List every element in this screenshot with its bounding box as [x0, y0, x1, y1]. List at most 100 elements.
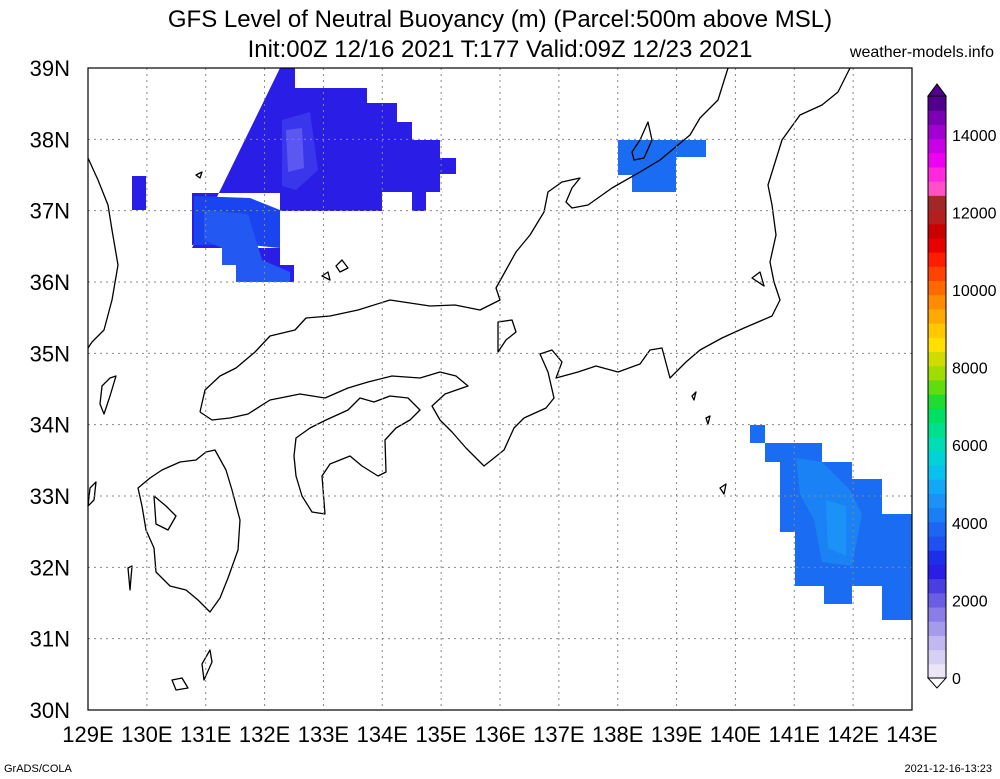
coast-kyushu	[137, 449, 241, 613]
colorbar-swatch	[928, 138, 946, 154]
lat-tick-label: 30N	[30, 698, 70, 723]
lat-tick-label: 34N	[30, 413, 70, 438]
colorbar-swatch	[928, 351, 946, 367]
colorbar-swatch	[928, 308, 946, 324]
lon-tick-label: 136E	[474, 722, 525, 747]
colorbar-tick-label: 4000	[952, 516, 988, 533]
colorbar-labels: 0 2000 4000 6000 8000 10000 12000 14000	[952, 128, 997, 688]
plot-frame	[87, 67, 913, 711]
footer-timestamp: 2021-12-16-13:23	[904, 763, 992, 775]
colorbar-swatch	[928, 266, 946, 282]
colorbar-swatch	[928, 408, 946, 423]
lon-tick-label: 133E	[298, 722, 349, 747]
colorbar-min-arrow	[926, 677, 948, 689]
lon-tick-label: 142E	[827, 722, 878, 747]
colorbar-swatch	[928, 621, 946, 636]
lat-tick-label: 37N	[30, 199, 70, 224]
grid	[88, 68, 912, 710]
lat-tick-label: 38N	[30, 127, 70, 152]
lon-tick-label: 137E	[533, 722, 584, 747]
footer-software: GrADS/COLA	[4, 763, 72, 775]
lon-tick-label: 140E	[710, 722, 761, 747]
coast-korea-east	[87, 157, 119, 349]
colorbar-swatch	[928, 607, 946, 622]
coast-yakushima	[171, 677, 189, 691]
shade-islet	[132, 176, 146, 210]
colorbar-swatch	[928, 663, 946, 679]
lon-tick-label: 141E	[769, 722, 820, 747]
coast-kyushu-bay	[153, 495, 177, 531]
colorbar-swatch	[928, 166, 946, 182]
lon-tick-label: 139E	[651, 722, 702, 747]
lon-tick-label: 143E	[886, 722, 937, 747]
colorbar-swatch	[928, 536, 946, 551]
colorbar-swatch	[928, 181, 946, 196]
lat-tick-label: 35N	[30, 341, 70, 366]
lon-tick-label: 134E	[357, 722, 408, 747]
colorbar-tick-label: 12000	[952, 205, 997, 222]
colorbar-swatch	[928, 394, 946, 409]
colorbar-swatch	[928, 195, 946, 211]
map-subtitle: Init:00Z 12/16 2021 T:177 Valid:09Z 12/2…	[247, 36, 753, 63]
coast-honshu-north	[199, 67, 729, 413]
coast-shikoku	[293, 395, 421, 515]
lat-tick-label: 36N	[30, 270, 70, 295]
coast-tsushima	[99, 375, 117, 415]
colorbar-swatch	[928, 337, 946, 353]
coast-oki	[321, 259, 349, 281]
colorbar-swatch	[928, 436, 946, 452]
colorbar-swatch	[928, 209, 946, 225]
colorbar-swatch	[928, 493, 946, 509]
lon-tick-label: 130E	[121, 722, 172, 747]
lat-tick-label: 32N	[30, 555, 70, 580]
colorbar-tick-label: 14000	[952, 128, 997, 145]
shade-sado	[618, 140, 706, 192]
colorbar-max-arrow	[927, 83, 947, 97]
colorbar-outline	[927, 95, 947, 679]
shade-north	[192, 68, 456, 282]
colorbar-swatch	[928, 110, 946, 125]
colorbar-swatch	[928, 422, 946, 438]
colorbar-swatch	[928, 479, 946, 494]
lon-tick-label: 132E	[239, 722, 290, 747]
site-credit: weather-models.info	[849, 44, 994, 61]
colorbar-tick-label: 2000	[952, 593, 988, 610]
colorbar	[926, 83, 948, 689]
lon-tick-label: 138E	[592, 722, 643, 747]
colorbar-swatch	[928, 635, 946, 651]
colorbar-swatch	[928, 252, 946, 267]
colorbar-tick-label: 0	[952, 671, 961, 688]
colorbar-swatch	[928, 323, 946, 338]
lon-axis: 129E 130E 131E 132E 133E 134E 135E 136E 137E 138E…	[62, 722, 937, 747]
colorbar-swatch	[928, 564, 946, 580]
coast-izu	[691, 391, 727, 495]
lat-tick-label: 31N	[30, 627, 70, 652]
colorbar-tick-label: 10000	[952, 283, 997, 300]
colorbar-swatch	[928, 521, 946, 537]
colorbar-tick-label: 6000	[952, 438, 988, 455]
lon-tick-label: 129E	[62, 722, 113, 747]
colorbar-swatch	[928, 124, 946, 140]
shaded-regions	[132, 68, 912, 620]
colorbar-swatch	[928, 223, 946, 239]
colorbar-swatch	[928, 152, 946, 168]
coast-sado	[631, 121, 653, 161]
colorbar-swatch	[928, 365, 946, 381]
colorbar-swatch	[928, 294, 946, 310]
map-title: GFS Level of Neutral Buoyancy (m) (Parce…	[167, 6, 833, 33]
colorbar-swatch	[928, 450, 946, 466]
shade-pacific-inner2	[826, 500, 846, 556]
lon-tick-label: 135E	[415, 722, 466, 747]
colorbar-tick-label: 8000	[952, 361, 988, 378]
colorbar-swatch	[928, 465, 946, 480]
lat-axis: 39N 38N 37N 36N 35N 34N 33N 32N 31N 30N	[30, 56, 70, 723]
lat-tick-label: 33N	[30, 484, 70, 509]
coast-tanegashima	[201, 649, 213, 681]
colorbar-swatch	[928, 649, 946, 665]
shade-north-lowband2	[204, 210, 290, 282]
lat-tick-label: 39N	[30, 56, 70, 81]
colorbar-swatch	[928, 379, 946, 395]
colorbar-swatch	[928, 96, 946, 111]
colorbar-swatch	[928, 237, 946, 253]
